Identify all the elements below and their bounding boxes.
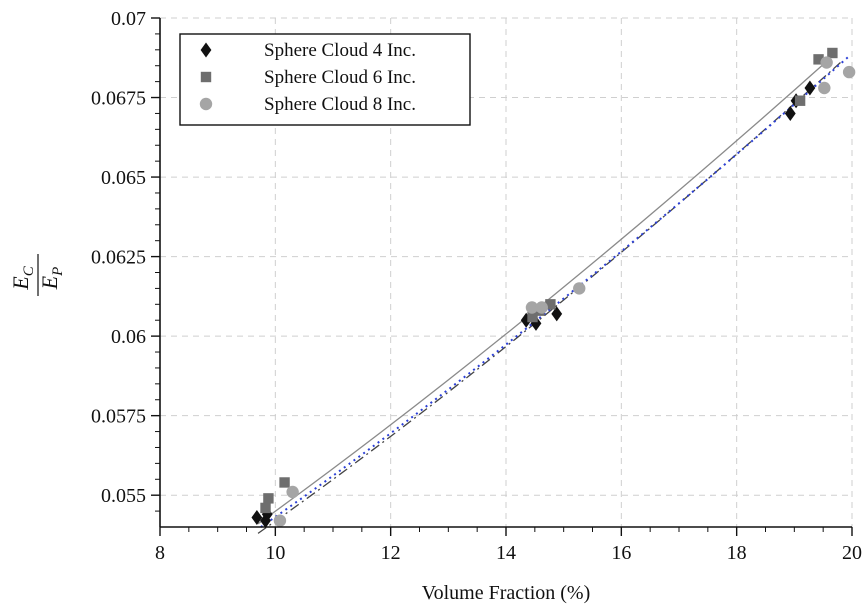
data-point — [827, 47, 838, 59]
grid-lines — [160, 17, 853, 527]
x-tick-label: 16 — [611, 542, 631, 564]
data-point — [813, 54, 824, 65]
data-point — [263, 493, 274, 504]
y-label-denominator-sub: P — [50, 267, 66, 277]
y-label-numerator: E — [8, 276, 33, 291]
x-tick-label: 8 — [155, 542, 165, 564]
x-tick-label: 12 — [381, 542, 401, 564]
data-point — [820, 56, 833, 69]
legend-marker — [200, 42, 212, 58]
legend-box — [179, 33, 471, 126]
x-ticks: 8 10 12 14 16 18 20 — [155, 527, 862, 564]
y-label-denominator: E — [37, 275, 62, 290]
data-point — [545, 299, 556, 310]
y-tick-label: 0.065 — [101, 167, 146, 189]
y-tick-label: 0.0575 — [91, 406, 146, 428]
y-tick-label: 0.0675 — [91, 88, 146, 110]
data-point — [551, 306, 563, 322]
svg-text:EC: EC — [8, 265, 37, 290]
data-point — [251, 509, 263, 525]
data-point — [804, 80, 816, 96]
x-tick-label: 14 — [496, 542, 516, 564]
data-point — [260, 502, 271, 514]
x-tick-label: 18 — [727, 542, 747, 564]
data-point — [794, 95, 806, 106]
data-point — [535, 301, 548, 314]
data-point — [573, 282, 586, 295]
data-point — [784, 105, 796, 121]
y-tick-label: 0.06 — [111, 326, 146, 348]
data-point — [279, 477, 290, 488]
data-point — [286, 485, 299, 499]
data-point — [273, 514, 287, 527]
data-points — [251, 47, 856, 529]
fit-line-solid — [257, 58, 830, 525]
data-point — [818, 81, 831, 95]
data-point — [842, 65, 856, 79]
fit-lines — [257, 55, 850, 534]
fit-line-dashdot — [257, 62, 841, 534]
legend: Sphere Cloud 4 Inc. Sphere Cloud 6 Inc. Sp… — [179, 33, 471, 126]
legend-marker — [199, 97, 213, 111]
y-tick-label: 0.07 — [111, 8, 146, 30]
y-tick-label: 0.055 — [101, 485, 146, 507]
legend-marker — [200, 71, 212, 83]
y-ticks: 0.055 0.0575 0.06 0.0625 0.065 0.0675 0.07 — [91, 8, 160, 512]
data-point — [525, 301, 539, 314]
legend-label: Sphere Cloud 6 Inc. — [264, 67, 416, 88]
x-tick-label: 20 — [842, 542, 862, 564]
x-tick-label: 10 — [265, 542, 285, 564]
svg-text:EP: EP — [37, 267, 66, 291]
data-point — [527, 311, 538, 323]
legend-label: Sphere Cloud 8 Inc. — [264, 94, 416, 115]
y-label-numerator-sub: C — [21, 265, 37, 276]
x-axis-label: Volume Fraction (%) — [422, 582, 591, 604]
y-tick-label: 0.0625 — [91, 247, 146, 269]
fit-line-dotted — [260, 55, 850, 528]
legend-label: Sphere Cloud 4 Inc. — [264, 40, 416, 61]
y-axis-label: EC EP — [8, 254, 66, 296]
